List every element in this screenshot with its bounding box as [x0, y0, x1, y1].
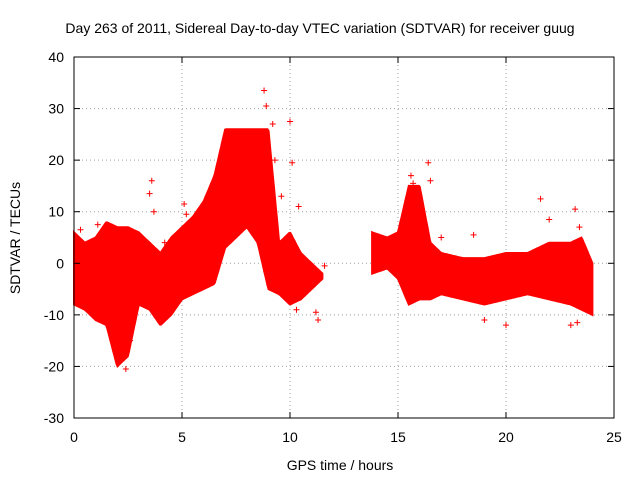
data-point-marker [293, 306, 300, 313]
data-point-marker [148, 177, 155, 184]
y-tick-label: 20 [48, 152, 64, 168]
y-tick-label: 40 [48, 49, 64, 65]
data-point-marker [146, 190, 153, 197]
data-layer [73, 87, 594, 373]
data-point-marker [425, 159, 432, 166]
data-point-marker [168, 304, 175, 311]
data-point-marker [315, 317, 322, 324]
data-band-afternoon [371, 184, 594, 317]
y-tick-label: 0 [56, 255, 64, 271]
data-point-marker [438, 234, 445, 241]
data-point-marker [278, 193, 285, 200]
y-tick-label: -20 [44, 358, 64, 374]
y-tick-label: -30 [44, 410, 64, 426]
data-point-marker [576, 224, 583, 231]
data-point-marker [470, 231, 477, 238]
data-point-marker [122, 366, 129, 373]
data-point-marker [552, 293, 559, 300]
data-point-marker [289, 159, 296, 166]
x-tick-label: 25 [606, 429, 622, 445]
data-point-marker [317, 273, 324, 280]
data-point-marker [481, 317, 488, 324]
data-point-marker [114, 234, 121, 241]
x-tick-label: 15 [390, 429, 406, 445]
x-tick-label: 0 [70, 429, 78, 445]
data-point-marker [291, 291, 298, 298]
data-point-marker [263, 102, 270, 109]
y-tick-label: 30 [48, 101, 64, 117]
axis-layer [73, 56, 615, 419]
tick-layer: 0 5 10 15 20 25 -30 -20 -10 0 10 20 30 40 [44, 49, 622, 445]
data-band-morning [73, 128, 324, 368]
data-point-marker [161, 239, 168, 246]
data-point-marker [410, 180, 417, 187]
data-point-marker [274, 278, 281, 285]
data-point-marker [312, 309, 319, 316]
data-point-marker [150, 208, 157, 215]
y-tick-label: 10 [48, 204, 64, 220]
data-point-marker [269, 121, 276, 128]
x-axis-label: GPS time / hours [287, 457, 394, 473]
x-tick-label: 10 [282, 429, 298, 445]
data-point-marker [181, 200, 188, 207]
chart-title: Day 263 of 2011, Sidereal Day-to-day VTE… [65, 20, 574, 36]
data-point-marker [546, 216, 553, 223]
data-point-marker [183, 211, 190, 218]
data-point-marker [427, 177, 434, 184]
data-point-marker [574, 319, 581, 326]
x-tick-label: 5 [178, 429, 186, 445]
data-point-marker [572, 206, 579, 213]
data-point-marker [77, 226, 84, 233]
data-point-marker [127, 337, 134, 344]
data-point-marker [271, 157, 278, 164]
x-tick-label: 20 [498, 429, 514, 445]
data-point-marker [503, 322, 509, 329]
plot-frame [73, 56, 615, 419]
data-point-marker [567, 322, 574, 329]
data-point-marker [261, 87, 268, 94]
data-point-marker [287, 118, 293, 125]
data-point-marker [537, 195, 544, 202]
data-point-marker [295, 203, 302, 210]
data-point-marker [407, 172, 414, 179]
data-point-marker [321, 262, 328, 269]
y-tick-label: -10 [44, 307, 64, 323]
data-point-marker [94, 221, 101, 228]
y-axis-label: SDTVAR / TECUs [7, 182, 23, 294]
